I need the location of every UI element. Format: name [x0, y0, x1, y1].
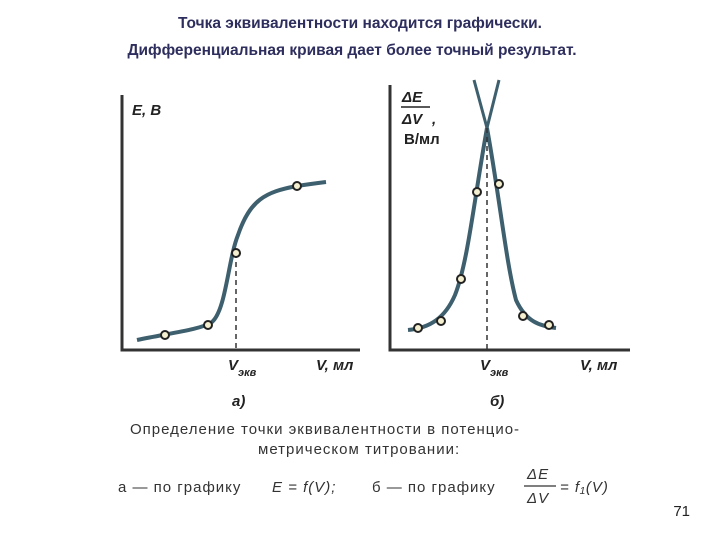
figure-label: б): [490, 393, 504, 410]
axes: [388, 85, 630, 352]
figure-a: E, В Vэкв V, мл а): [120, 95, 360, 410]
formula-a-eq: E = f(V);: [272, 479, 336, 496]
point: [472, 187, 482, 197]
point: [518, 311, 528, 321]
point: [203, 320, 213, 330]
point: [456, 274, 466, 284]
figure-b: ΔE ΔV , В/мл Vэкв V, мл б): [388, 79, 630, 410]
caption-line: метрическом титровании:: [258, 441, 460, 458]
formula-b: б — по графику: [372, 479, 496, 496]
x-marker-main: V: [480, 357, 492, 374]
x-marker-main: V: [228, 357, 240, 374]
formula-b-num: ΔE: [526, 466, 549, 483]
point: [292, 181, 302, 191]
formula-a: а — по графику: [118, 479, 241, 496]
curve: [136, 180, 327, 342]
x-label: V, мл: [316, 357, 354, 374]
x-marker: Vэкв: [480, 357, 509, 379]
point: [413, 323, 423, 333]
figure-label: а): [232, 393, 245, 410]
x-marker-sub: экв: [238, 367, 257, 379]
axes: [120, 95, 360, 352]
formula-b-eq: = f₁(V): [560, 479, 609, 496]
title-line: Точка эквивалентности находится графичес…: [178, 15, 542, 32]
x-marker-sub: экв: [490, 367, 509, 379]
caption-line: Определение точки эквивалентности в поте…: [130, 421, 520, 438]
point: [231, 248, 241, 258]
y-label-num: ΔE: [401, 89, 423, 106]
page-number: 71: [673, 503, 690, 520]
point: [494, 179, 504, 189]
point: [160, 330, 170, 340]
point: [544, 320, 554, 330]
point: [436, 316, 446, 326]
y-label: E, В: [132, 102, 161, 119]
title-line: Дифференциальная кривая дает более точны…: [127, 42, 576, 59]
curve: [407, 127, 557, 332]
y-label-unit: В/мл: [404, 131, 440, 148]
x-marker: Vэкв: [228, 357, 257, 379]
x-label: V, мл: [580, 357, 618, 374]
y-label-den: ΔV: [401, 111, 424, 128]
formula-b-den: ΔV: [526, 490, 550, 507]
y-label-sep: ,: [431, 111, 436, 128]
tangents: [472, 79, 501, 129]
